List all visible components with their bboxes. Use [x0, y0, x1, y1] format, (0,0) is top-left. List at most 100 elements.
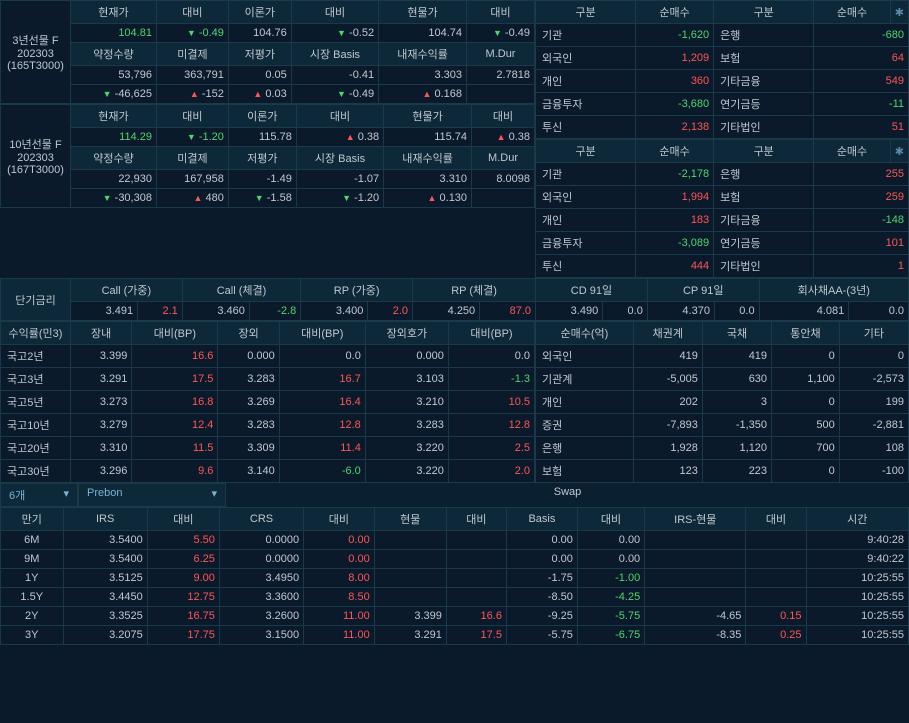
- inv-label: 투신: [536, 116, 636, 139]
- swap-cell: 9:40:22: [806, 550, 908, 569]
- netbuy-row-label: 개인: [536, 391, 634, 414]
- swap-cell: 3.5400: [63, 531, 147, 550]
- swap-cell: 0.00: [506, 550, 577, 569]
- swap-cell: 3.4450: [63, 588, 147, 607]
- swap-cell: 0.00: [577, 531, 644, 550]
- swap-cell: 11.00: [304, 626, 375, 645]
- swap-table: 만기IRS대비CRS대비현물대비Basis대비IRS-현물대비시간6M3.540…: [0, 507, 909, 645]
- inv-label: 기관: [536, 24, 636, 47]
- netbuy-row-label: 기관계: [536, 368, 634, 391]
- gear-icon[interactable]: ✱: [890, 1, 908, 24]
- swap-cell: 0.15: [746, 607, 806, 626]
- netbuy-table: 순매수(억)채권계국채통안채기타외국인41941900기관계-5,0056301…: [535, 321, 909, 483]
- swap-cell: [374, 588, 446, 607]
- swap-cell: 1.5Y: [1, 588, 64, 607]
- yield-row-label: 국고10년: [1, 414, 71, 437]
- swap-cell: 3.2075: [63, 626, 147, 645]
- swap-cell: 9.00: [147, 569, 219, 588]
- swap-cell: 3Y: [1, 626, 64, 645]
- swap-cell: -5.75: [506, 626, 577, 645]
- swap-cell: -8.50: [506, 588, 577, 607]
- swap-cell: 16.75: [147, 607, 219, 626]
- swap-cell: -4.65: [645, 607, 746, 626]
- swap-cell: [446, 588, 506, 607]
- netbuy-row-label: 은행: [536, 437, 634, 460]
- swap-cell: [446, 569, 506, 588]
- inv-label: 기관: [536, 163, 636, 186]
- swap-cell: 10:25:55: [806, 607, 908, 626]
- swap-cell: -1.00: [577, 569, 644, 588]
- gear-icon[interactable]: ✱: [890, 140, 908, 163]
- inv-label: 개인: [536, 209, 636, 232]
- swap-cell: 3.2600: [219, 607, 303, 626]
- swap-cell: 9:40:28: [806, 531, 908, 550]
- swap-cell: [446, 531, 506, 550]
- swap-cell: 10:25:55: [806, 626, 908, 645]
- swap-cell: [374, 550, 446, 569]
- netbuy-row-label: 증권: [536, 414, 634, 437]
- inv-label: 개인: [536, 70, 636, 93]
- swap-cell: 2Y: [1, 607, 64, 626]
- swap-cell: 0.00: [577, 550, 644, 569]
- swap-cell: 3.5125: [63, 569, 147, 588]
- swap-cell: 0.0000: [219, 531, 303, 550]
- swap-cell: 3.291: [374, 626, 446, 645]
- yield-row-label: 국고3년: [1, 368, 71, 391]
- swap-cell: [746, 569, 806, 588]
- swap-cell: 1Y: [1, 569, 64, 588]
- swap-cell: 6M: [1, 531, 64, 550]
- swap-cell: -9.25: [506, 607, 577, 626]
- swap-cell: 0.25: [746, 626, 806, 645]
- swap-cell: 0.0000: [219, 550, 303, 569]
- yield-row-label: 국고2년: [1, 345, 71, 368]
- count-dropdown[interactable]: 6개 ▾: [0, 483, 78, 507]
- swap-cell: 0.00: [304, 550, 375, 569]
- inv-label: 외국인: [536, 186, 636, 209]
- inv-label: 금융투자: [536, 93, 636, 116]
- swap-cell: 17.75: [147, 626, 219, 645]
- swap-cell: 6.25: [147, 550, 219, 569]
- fut10-label: 10년선물 F 202303 (167T3000): [1, 105, 71, 208]
- swap-cell: -4.25: [577, 588, 644, 607]
- swap-cell: 3.4950: [219, 569, 303, 588]
- swap-cell: 3.1500: [219, 626, 303, 645]
- investor-10y-table: 구분순매수구분순매수✱기관-2,178은행255외국인1,994보험259개인1…: [535, 139, 909, 278]
- swap-cell: 3.399: [374, 607, 446, 626]
- swap-cell: [645, 588, 746, 607]
- yield-row-label: 국고20년: [1, 437, 71, 460]
- swap-cell: 10:25:55: [806, 588, 908, 607]
- swap-cell: 3.5400: [63, 550, 147, 569]
- swap-cell: -6.75: [577, 626, 644, 645]
- source-dropdown[interactable]: Prebon ▾: [78, 483, 226, 507]
- yield-row-label: 국고5년: [1, 391, 71, 414]
- swap-cell: [374, 569, 446, 588]
- swap-cell: 3.3525: [63, 607, 147, 626]
- short-rate-table: 단기금리Call (가중)Call (체결)RP (가중)RP (체결)CD 9…: [0, 278, 909, 321]
- fut3-label: 3년선물 F 202303 (165T3000): [1, 1, 71, 104]
- inv-label: 금융투자: [536, 232, 636, 255]
- swap-cell: -1.75: [506, 569, 577, 588]
- short-label: 단기금리: [1, 279, 71, 321]
- swap-cell: 9M: [1, 550, 64, 569]
- swap-title: Swap: [226, 483, 909, 507]
- swap-cell: -5.75: [577, 607, 644, 626]
- investor-3y-table: 구분순매수구분순매수✱기관-1,620은행-680외국인1,209보험64개인3…: [535, 0, 909, 139]
- futures-3y-table: 3년선물 F 202303 (165T3000) 현재가대비이론가대비현물가대비…: [0, 0, 535, 104]
- swap-cell: [746, 531, 806, 550]
- swap-cell: 12.75: [147, 588, 219, 607]
- swap-cell: 10:25:55: [806, 569, 908, 588]
- futures-10y-table: 10년선물 F 202303 (167T3000) 현재가대비이론가대비현물가대…: [0, 104, 535, 208]
- inv-label: 투신: [536, 255, 636, 278]
- swap-cell: [645, 550, 746, 569]
- swap-cell: [645, 569, 746, 588]
- swap-cell: 5.50: [147, 531, 219, 550]
- swap-cell: [446, 550, 506, 569]
- swap-cell: 11.00: [304, 607, 375, 626]
- swap-cell: [645, 531, 746, 550]
- swap-cell: 0.00: [506, 531, 577, 550]
- swap-cell: 8.00: [304, 569, 375, 588]
- inv-label: 외국인: [536, 47, 636, 70]
- swap-cell: 17.5: [446, 626, 506, 645]
- swap-cell: 0.00: [304, 531, 375, 550]
- swap-cell: 16.6: [446, 607, 506, 626]
